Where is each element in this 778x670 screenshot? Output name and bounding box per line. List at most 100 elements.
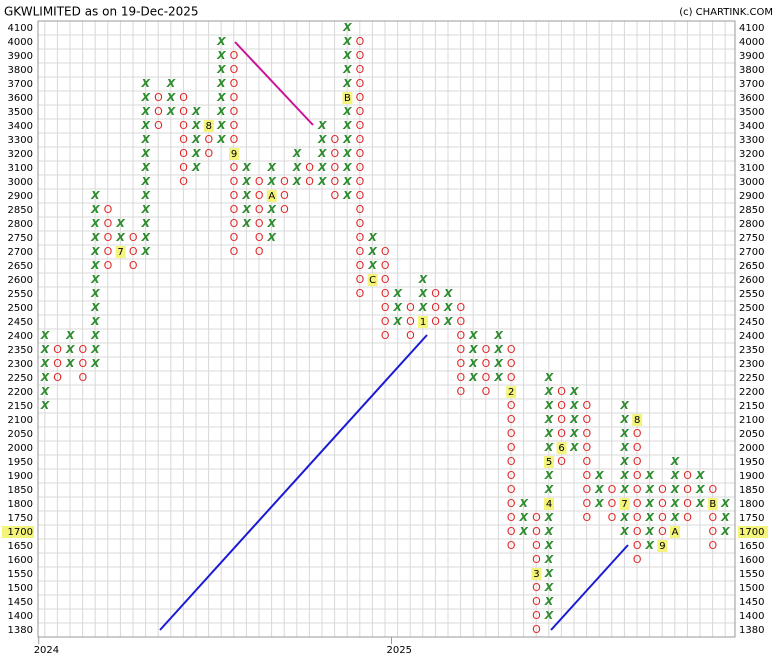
month-marker-bg (115, 246, 126, 258)
month-marker-bg (670, 526, 680, 538)
y-tick-label: 1950 (8, 457, 33, 468)
o-box: O (557, 427, 566, 440)
x-box: X (115, 231, 125, 244)
o-box: O (633, 427, 642, 440)
o-box: O (532, 623, 541, 636)
y-tick-label: 2050 (8, 429, 33, 440)
y-tick-label-right: 2350 (739, 345, 764, 356)
o-box: O (582, 511, 591, 524)
o-box: O (456, 343, 465, 356)
o-box: O (356, 245, 365, 258)
o-box: O (633, 539, 642, 552)
o-box: O (330, 133, 339, 146)
o-box: O (557, 455, 566, 468)
x-box: X (317, 147, 327, 160)
o-box: O (582, 469, 591, 482)
o-box: O (658, 497, 667, 510)
y-tick-label: 2850 (8, 205, 33, 216)
y-tick-label: 1400 (8, 611, 33, 622)
y-tick-label-right: 2900 (739, 191, 764, 202)
o-box: O (633, 553, 642, 566)
x-box: X (241, 189, 251, 202)
x-box: X (670, 455, 680, 468)
o-box: O (179, 105, 188, 118)
o-box: O (381, 329, 390, 342)
o-box: O (633, 511, 642, 524)
o-box: O (179, 161, 188, 174)
o-box: O (330, 161, 339, 174)
o-box: O (356, 35, 365, 48)
o-box: O (608, 511, 617, 524)
month-marker: 1 (420, 317, 426, 328)
o-box: O (482, 385, 491, 398)
x-box: X (645, 525, 655, 538)
x-box: X (468, 357, 478, 370)
y-tick-label-right: 2700 (739, 247, 764, 258)
y-tick-label-right: 1400 (739, 611, 764, 622)
chart-title: GKWLIMITED as on 19-Dec-2025 (4, 5, 199, 19)
o-box: O (104, 217, 113, 230)
o-box: O (557, 385, 566, 398)
y-tick-label: 3000 (8, 177, 33, 188)
o-box: O (507, 539, 516, 552)
o-box: O (280, 189, 289, 202)
o-box: O (305, 175, 314, 188)
x-box: X (216, 63, 226, 76)
x-box: X (393, 315, 403, 328)
x-box: X (267, 231, 277, 244)
x-box: X (544, 553, 554, 566)
o-box: O (507, 343, 516, 356)
o-box: O (708, 483, 717, 496)
x-box: X (393, 287, 403, 300)
x-box: X (90, 203, 100, 216)
x-box: X (619, 399, 629, 412)
o-box: O (456, 315, 465, 328)
x-box: X (40, 329, 50, 342)
month-marker-bg (506, 386, 517, 398)
o-box: O (53, 343, 62, 356)
x-box: X (90, 315, 100, 328)
y-tick-label-right: 1700 (739, 527, 764, 538)
o-box: O (356, 133, 365, 146)
x-box: X (241, 203, 251, 216)
x-box: X (544, 511, 554, 524)
x-box: X (645, 511, 655, 524)
x-box: X (670, 511, 680, 524)
y-tick-label-right: 1850 (739, 485, 764, 496)
y-tick-label: 2350 (8, 345, 33, 356)
o-box: O (582, 441, 591, 454)
o-box: O (356, 259, 365, 272)
x-box: X (342, 147, 352, 160)
x-box: X (65, 357, 75, 370)
o-box: O (230, 217, 239, 230)
month-marker-bg (418, 316, 428, 328)
o-box: O (532, 581, 541, 594)
month-marker: 5 (546, 457, 552, 468)
x-box: X (569, 413, 579, 426)
y-tick-label-right: 2500 (739, 303, 764, 314)
x-box: X (191, 119, 201, 132)
month-marker: C (369, 275, 376, 286)
marks: XXXXXXOOOXXXOOOXXXXXXXXXXXXXOOOOOXX7OOOX… (40, 21, 730, 636)
o-box: O (356, 217, 365, 230)
y-tick-label-right: 2250 (739, 373, 764, 384)
x-box: X (619, 525, 629, 538)
y-tick-label: 1600 (8, 555, 33, 566)
x-box: X (141, 245, 151, 258)
x-box: X (619, 511, 629, 524)
x-box: X (292, 175, 302, 188)
y-tick-label-right: 1450 (739, 597, 764, 608)
y-tick-label: 2300 (8, 359, 33, 370)
x-box: X (544, 567, 554, 580)
x-box: X (267, 161, 277, 174)
o-box: O (255, 175, 264, 188)
o-box: O (658, 511, 667, 524)
x-box: X (443, 315, 453, 328)
x-box: X (619, 427, 629, 440)
x-box: X (141, 91, 151, 104)
y-tick-label-right: 1600 (739, 555, 764, 566)
o-box: O (507, 511, 516, 524)
month-marker-bg (531, 568, 542, 580)
o-box: O (154, 119, 163, 132)
x-box: X (569, 441, 579, 454)
